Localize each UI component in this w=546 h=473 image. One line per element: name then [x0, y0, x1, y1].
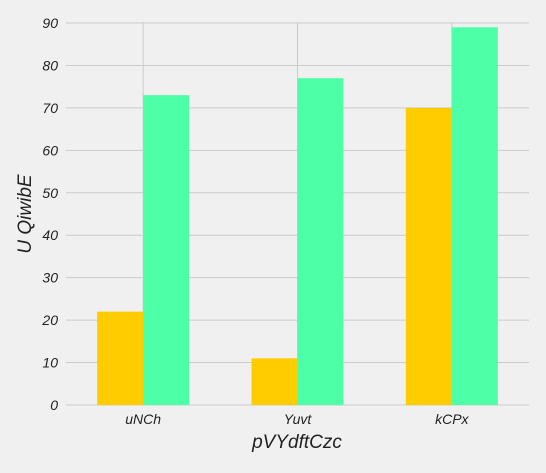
y-tick-label: 60 — [42, 142, 58, 158]
bar-series2-kCPx — [451, 27, 498, 405]
y-tick-label: 10 — [42, 355, 58, 371]
y-tick-label: 20 — [41, 312, 58, 328]
bar-series1-kCPx — [405, 107, 452, 405]
x-tick-label: uNCh — [125, 411, 161, 427]
y-tick-label: 0 — [50, 397, 58, 413]
bar-series2-Yuvt — [297, 78, 344, 405]
bar-series1-uNCh — [97, 311, 144, 405]
y-tick-label: 80 — [42, 57, 58, 73]
bar-series1-Yuvt — [251, 358, 298, 405]
x-axis-label: pVYdftCzc — [251, 432, 342, 453]
y-axis-label: U QiwibE — [15, 174, 36, 254]
bar-series2-uNCh — [143, 95, 190, 406]
x-tick-labels: uNCh Yuvt kCPx — [125, 411, 469, 427]
y-tick-label: 70 — [42, 100, 58, 116]
y-tick-label: 30 — [42, 270, 58, 286]
y-tick-label: 40 — [42, 227, 58, 243]
y-tick-label: 90 — [42, 15, 58, 31]
y-tick-label: 50 — [42, 185, 58, 201]
bars — [97, 27, 498, 406]
y-tick-labels: 0 10 20 30 40 50 60 70 80 90 — [41, 15, 58, 413]
x-tick-label: Yuvt — [284, 411, 313, 427]
x-tick-label: kCPx — [435, 411, 469, 427]
